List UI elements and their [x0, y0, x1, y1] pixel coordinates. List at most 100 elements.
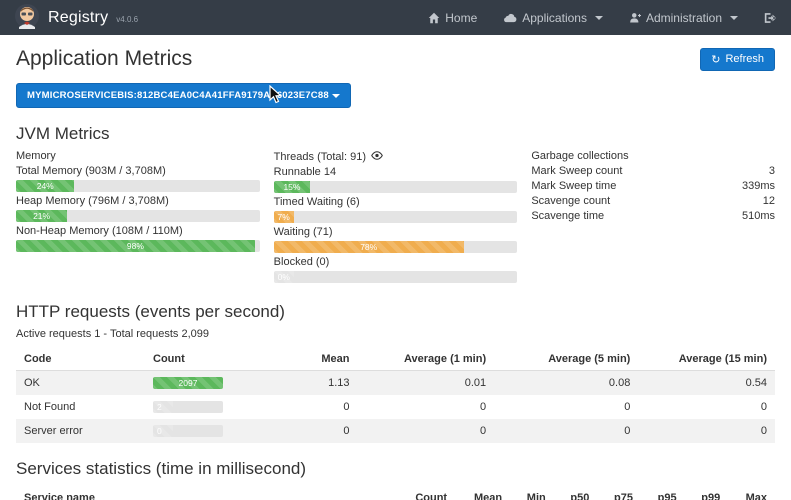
progress-fill: 2: [153, 401, 174, 413]
progress-fill: 0%: [273, 271, 294, 283]
nav-home-label: Home: [445, 10, 478, 25]
user-icon: [629, 12, 641, 24]
col-header-mean: Mean: [258, 348, 358, 371]
cell-count: 2097: [145, 371, 259, 396]
col-header-avg1: Average (1 min): [357, 348, 495, 371]
cell-count: 2: [145, 395, 259, 419]
memory-column: Memory Total Memory (903M / 3,708M) 24% …: [16, 150, 260, 286]
gc-label: Mark Sweep time: [531, 180, 617, 192]
nav-items: Home Applications Administration: [428, 11, 777, 25]
col-header-p50: p50: [553, 487, 598, 500]
nav-administration[interactable]: Administration: [629, 11, 738, 25]
metric-blocked: Blocked (0) 0%: [273, 256, 518, 283]
http-requests-subtitle: Active requests 1 - Total requests 2,099: [16, 328, 210, 340]
progress-fill: 15%: [273, 181, 311, 193]
progress-fill: 0: [153, 425, 174, 437]
instance-selector-label: MYMICROSERVICEBIS:812BC4EA0C4A41FFA9179A…: [27, 90, 329, 101]
metric-waiting: Waiting (71) 78%: [273, 226, 518, 253]
progress-track: 7%: [273, 211, 518, 223]
col-header-p99: p99: [684, 487, 729, 500]
progress-value: 15%: [283, 182, 301, 192]
cell-avg5: 0.08: [608, 377, 631, 389]
brand-version: v4.0.6: [116, 15, 139, 24]
chevron-down-icon: [730, 15, 738, 20]
metric-timed-waiting: Timed Waiting (6) 7%: [273, 196, 518, 223]
cell-avg15: 0: [760, 425, 767, 437]
progress-fill: 21%: [16, 210, 68, 222]
cell-avg15: 0.54: [745, 377, 767, 389]
progress-fill: 98%: [16, 240, 255, 252]
progress-fill: 7%: [273, 211, 294, 223]
brand[interactable]: Registry v4.0.6: [14, 3, 138, 32]
metric-runnable: Runnable 14 15%: [273, 166, 518, 193]
gc-value: 3: [768, 165, 776, 177]
col-header-p75: p75: [597, 487, 641, 500]
metric-label: Blocked (0): [273, 256, 330, 268]
http-requests-title: HTTP requests (events per second): [16, 302, 285, 321]
progress-track: 21%: [16, 210, 260, 222]
navbar: Registry v4.0.6 Home Applications Admini…: [0, 0, 791, 35]
services-statistics-table: Service name Count Mean Min p50 p75 p95 …: [16, 487, 775, 500]
nav-applications[interactable]: Applications: [503, 11, 603, 25]
table-header-row: Service name Count Mean Min p50 p75 p95 …: [16, 487, 775, 500]
services-statistics-title: Services statistics (time in millisecond…: [16, 459, 307, 478]
chevron-down-icon: [331, 93, 340, 98]
progress-value: 2: [157, 402, 162, 412]
cell-code: OK: [24, 377, 40, 389]
page-title: Application Metrics: [16, 47, 193, 70]
gc-row: Mark Sweep count 3: [531, 164, 775, 179]
metric-label: Non-Heap Memory (108M / 110M): [16, 225, 183, 237]
metric-label: Timed Waiting (6): [273, 196, 360, 208]
nav-home[interactable]: Home: [428, 11, 477, 25]
content: Application Metrics ↻ Refresh MYMICROSER…: [0, 35, 791, 500]
progress-value: 24%: [36, 181, 54, 191]
sign-out-icon: [764, 12, 777, 24]
jvm-metrics-title: JVM Metrics: [16, 124, 110, 143]
cell-avg15: 0: [760, 401, 767, 413]
gc-value: 12: [762, 195, 776, 207]
chevron-down-icon: [594, 15, 603, 20]
progress-value: 98%: [126, 241, 144, 251]
progress-value: 21%: [33, 211, 51, 221]
progress-fill: 24%: [16, 180, 75, 192]
table-header-row: Code Count Mean Average (1 min) Average …: [16, 348, 775, 371]
brand-name: Registry: [48, 8, 109, 26]
metric-nonheap-memory: Non-Heap Memory (108M / 110M) 98%: [16, 225, 260, 252]
metric-label: Runnable 14: [273, 166, 337, 178]
metric-total-memory: Total Memory (903M / 3,708M) 24%: [16, 165, 260, 192]
refresh-button[interactable]: ↻ Refresh: [700, 47, 775, 71]
gc-row: Scavenge count 12: [531, 194, 775, 209]
gc-row: Mark Sweep time 339ms: [531, 179, 775, 194]
progress-track: 78%: [273, 241, 518, 253]
nav-signout[interactable]: [764, 12, 777, 24]
progress-track: 2097: [153, 377, 224, 389]
table-row: Not Found 2 0 0 0 0: [16, 395, 775, 419]
cell-mean: 0: [343, 425, 350, 437]
threads-column: Threads (Total: 91) Runnable 14 15% Time…: [273, 150, 518, 286]
progress-track: 0: [153, 425, 224, 437]
jhipster-logo-icon: [14, 3, 40, 32]
col-header-avg15: Average (15 min): [638, 348, 775, 371]
metric-label: Waiting (71): [273, 226, 333, 238]
cell-mean: 0: [343, 401, 350, 413]
progress-track: 98%: [16, 240, 260, 252]
progress-value: 0: [157, 426, 162, 436]
refresh-icon: ↻: [711, 53, 721, 66]
refresh-label: Refresh: [725, 53, 764, 65]
progress-track: 24%: [16, 180, 260, 192]
cell-code: Server error: [24, 425, 83, 437]
gc-value: 339ms: [741, 180, 776, 192]
progress-value: 2097: [178, 378, 198, 388]
progress-value: 0%: [277, 272, 290, 282]
table-row: OK 2097 1.13 0.01 0.08 0.54: [16, 370, 775, 396]
gc-label: Scavenge time: [531, 210, 605, 222]
cell-avg5: 0: [624, 401, 631, 413]
eye-icon[interactable]: [371, 151, 383, 163]
progress-track: 2: [153, 401, 224, 413]
instance-selector-button[interactable]: MYMICROSERVICEBIS:812BC4EA0C4A41FFA9179A…: [16, 83, 351, 108]
home-icon: [428, 12, 440, 24]
gc-label: Mark Sweep count: [531, 165, 623, 177]
metric-heap-memory: Heap Memory (796M / 3,708M) 21%: [16, 195, 260, 222]
cell-code: Not Found: [24, 401, 76, 413]
http-requests-table: Code Count Mean Average (1 min) Average …: [16, 348, 775, 443]
